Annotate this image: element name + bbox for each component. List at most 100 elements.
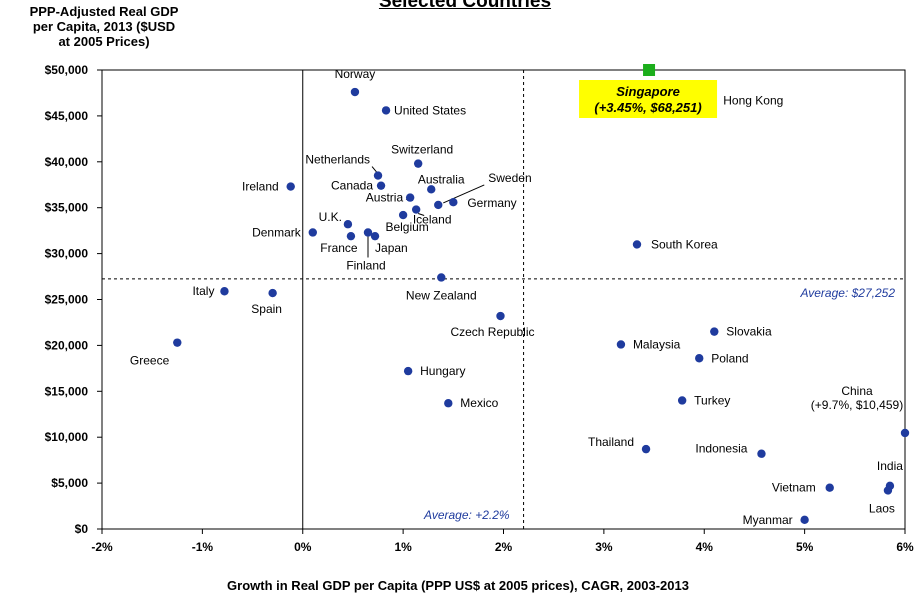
label-belgium: Belgium <box>385 220 428 234</box>
y-tick-label: $45,000 <box>45 109 89 123</box>
x-tick-label: 1% <box>394 540 412 554</box>
point-malaysia <box>616 340 626 349</box>
point-austria <box>405 193 415 202</box>
label-netherlands: Netherlands <box>305 153 370 167</box>
label-france: France <box>320 241 358 255</box>
point-japan <box>370 231 380 241</box>
point-u-k- <box>343 220 353 229</box>
point-indonesia <box>757 449 766 458</box>
y-axis-label-line: per Capita, 2013 ($USD <box>32 19 176 34</box>
point-france <box>346 231 356 241</box>
y-tick-label: $50,000 <box>45 63 89 77</box>
x-tick-label: 5% <box>796 540 814 554</box>
leader-line <box>371 166 378 173</box>
point-south-korea <box>632 240 642 249</box>
y-tick-label: $10,000 <box>45 430 89 444</box>
point-italy <box>220 287 229 296</box>
plot-frame <box>101 69 906 530</box>
point-australia <box>427 185 436 194</box>
point-thailand <box>641 444 651 454</box>
point-denmark <box>308 228 317 237</box>
label-turkey: Turkey <box>694 393 730 407</box>
label-india: India <box>877 459 903 473</box>
point-switzerland <box>413 159 423 168</box>
point-germany <box>449 197 458 207</box>
y-tick-label: $5,000 <box>51 476 88 490</box>
label-finland: Finland <box>346 258 385 272</box>
label-slovakia: Slovakia <box>726 325 772 339</box>
label-greece: Greece <box>130 354 170 368</box>
x-tick-label: -2% <box>91 540 113 554</box>
point-norway <box>350 87 360 97</box>
chart-title: Selected Countries <box>378 0 552 12</box>
point-laos <box>883 486 893 495</box>
y-axis-label: PPP-Adjusted Real GDP per Capita, 2013 (… <box>4 4 204 49</box>
label-denmark: Denmark <box>252 225 302 239</box>
point-czech-republic <box>496 311 505 321</box>
label-australia: Australia <box>418 172 465 186</box>
y-axis-label-line: PPP-Adjusted Real GDP <box>29 4 179 19</box>
average-y-label: Average: $27,252 <box>799 286 895 300</box>
label-norway: Norway <box>335 67 376 81</box>
label-myanmar: Myanmar <box>743 513 793 527</box>
y-tick-label: $25,000 <box>45 293 89 307</box>
label-mexico: Mexico <box>460 396 498 410</box>
point-spain <box>268 288 277 298</box>
leader-line <box>418 213 425 217</box>
point-belgium <box>398 210 408 220</box>
point-poland <box>695 354 704 363</box>
label-canada: Canada <box>331 179 373 193</box>
point-mexico <box>444 399 453 408</box>
x-tick-label: -1% <box>192 540 214 554</box>
label-spain: Spain <box>251 302 282 316</box>
x-tick-label: 2% <box>495 540 513 554</box>
point-greece <box>173 338 182 347</box>
point-slovakia <box>710 327 719 336</box>
point-canada <box>376 181 386 190</box>
point-iceland <box>411 205 421 214</box>
x-tick-label: 3% <box>595 540 613 554</box>
y-tick-label: $15,000 <box>45 384 89 398</box>
x-tick-label: 6% <box>896 540 914 554</box>
label-indonesia: Indonesia <box>695 442 747 456</box>
y-tick-label: $20,000 <box>45 338 89 352</box>
point-myanmar <box>800 515 809 525</box>
point-united-states <box>381 106 391 115</box>
label-germany: Germany <box>467 196 516 210</box>
x-tick-label: 0% <box>294 540 312 554</box>
label-south-korea: South Korea <box>651 237 718 251</box>
y-axis-label-line: at 2005 Prices) <box>58 34 150 49</box>
point-new-zealand <box>437 273 446 282</box>
label-sweden: Sweden <box>488 171 531 185</box>
x-axis-label: Growth in Real GDP per Capita (PPP US$ a… <box>227 578 689 593</box>
label-china-value: (+9.7%, $10,459) <box>811 398 903 412</box>
point-sweden <box>434 200 443 210</box>
label-italy: Italy <box>192 284 214 298</box>
label-hong-kong: Hong Kong <box>723 93 783 107</box>
x-tick-label: 4% <box>696 540 714 554</box>
label-laos: Laos <box>869 501 895 515</box>
point-singapore <box>643 64 656 76</box>
label-switzerland: Switzerland <box>391 143 453 157</box>
point-ireland <box>286 182 295 191</box>
point-vietnam <box>825 483 834 492</box>
point-hungary <box>403 366 413 376</box>
y-tick-label: $40,000 <box>45 155 89 169</box>
y-tick-label: $35,000 <box>45 201 89 215</box>
y-tick-label: $0 <box>75 522 89 536</box>
label-vietnam: Vietnam <box>772 481 816 495</box>
label-u-k-: U.K. <box>319 210 342 224</box>
singapore-callout-box <box>579 80 718 118</box>
label-austria: Austria <box>366 191 404 205</box>
label-japan: Japan <box>375 241 408 255</box>
label-iceland: Iceland <box>413 213 452 227</box>
singapore-callout-value: (+3.45%, $68,251) <box>594 100 701 115</box>
point-china <box>900 428 910 438</box>
point-turkey <box>677 396 687 405</box>
singapore-callout-name: Singapore <box>616 84 680 99</box>
label-new-zealand: New Zealand <box>406 288 477 302</box>
label-malaysia: Malaysia <box>633 337 681 351</box>
label-united-states: United States <box>394 103 466 117</box>
label-poland: Poland <box>711 351 748 365</box>
